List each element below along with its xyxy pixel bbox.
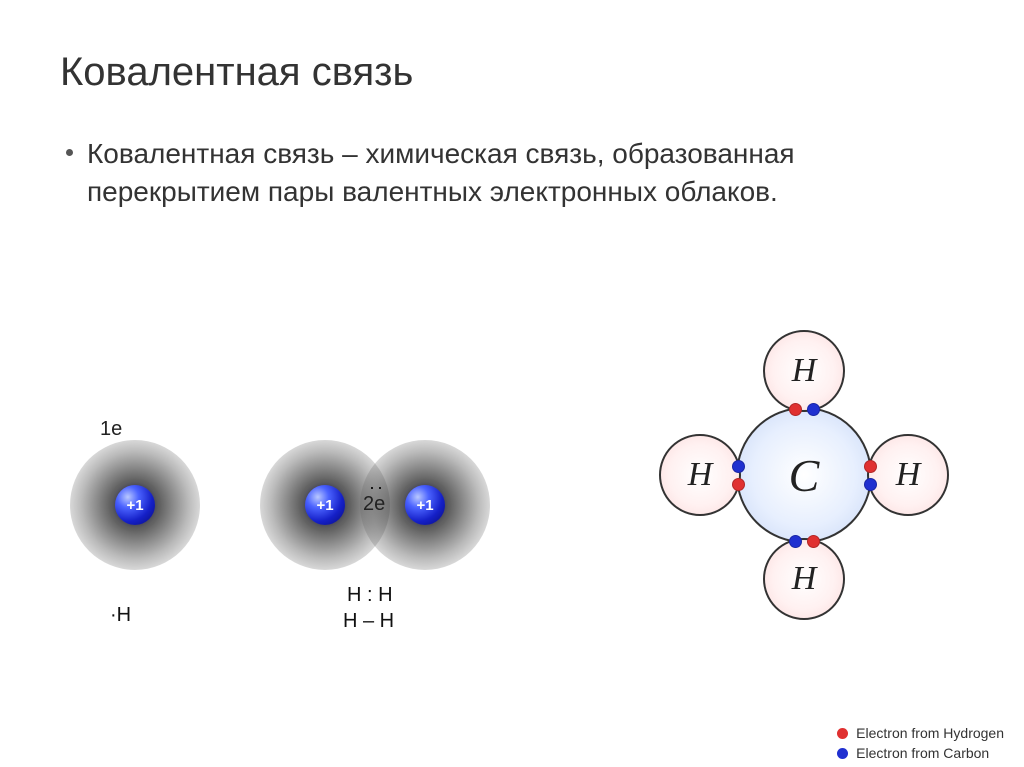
atom-symbol: H	[792, 560, 817, 598]
electron-dot	[789, 403, 802, 416]
legend-row-carbon: Electron from Carbon	[837, 745, 1004, 761]
legend: Electron from Hydrogen Electron from Carb…	[837, 721, 1004, 761]
atom-symbol: H	[896, 456, 921, 494]
electron-dot	[864, 460, 877, 473]
electron-dot	[864, 478, 877, 491]
legend-label: Electron from Carbon	[856, 745, 989, 761]
annotation-label: ·H	[110, 604, 131, 627]
bullet-dot-icon	[66, 149, 73, 156]
hydrogen-atom: H	[867, 434, 949, 516]
slide: Ковалентная связь Ковалентная связь – хи…	[0, 0, 1024, 767]
methane-diagram: C H H H H	[644, 300, 964, 730]
nucleus: +1	[305, 485, 345, 525]
electron-dot	[732, 460, 745, 473]
legend-label: Electron from Hydrogen	[856, 725, 1004, 741]
nucleus: +1	[115, 485, 155, 525]
annotation-label: H : H	[347, 584, 393, 607]
electron-cloud-figure: +1+1+11e2e···HH : HH – H	[70, 410, 570, 710]
hydrogen-atom: H	[763, 330, 845, 412]
electron-dot	[807, 403, 820, 416]
legend-row-hydrogen: Electron from Hydrogen	[837, 725, 1004, 741]
hydrogen-atom: H	[659, 434, 741, 516]
atom-symbol: C	[789, 449, 820, 502]
electron-dot	[732, 478, 745, 491]
slide-title: Ковалентная связь	[60, 50, 964, 95]
bullet-text: Ковалентная связь – химическая связь, об…	[87, 135, 847, 211]
electron-pair-dots: ··	[369, 477, 385, 498]
atom-symbol: H	[688, 456, 713, 494]
bullet-item: Ковалентная связь – химическая связь, об…	[60, 135, 964, 211]
carbon-atom: C	[736, 407, 872, 543]
nucleus: +1	[405, 485, 445, 525]
annotation-label: H – H	[343, 610, 394, 633]
legend-dot-icon	[837, 748, 848, 759]
electron-dot	[789, 535, 802, 548]
atom-symbol: H	[792, 352, 817, 390]
hydrogen-atom: H	[763, 538, 845, 620]
electron-dot	[807, 535, 820, 548]
annotation-label: 1e	[100, 418, 122, 441]
legend-dot-icon	[837, 728, 848, 739]
